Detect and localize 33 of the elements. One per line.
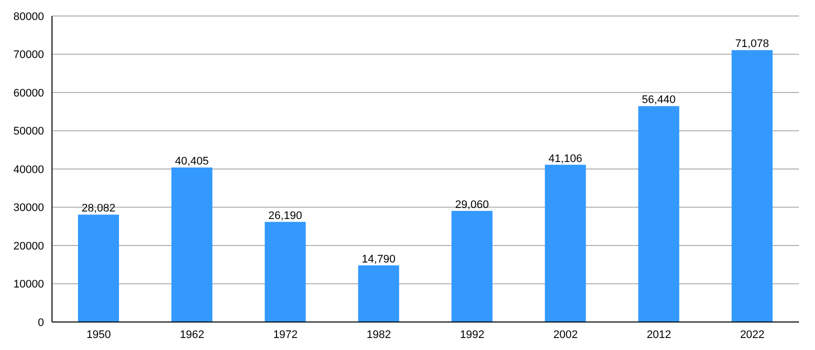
y-tick-label: 40000	[13, 164, 44, 176]
y-tick-label: 60000	[13, 87, 44, 100]
bar	[638, 106, 680, 322]
data-label: 29,060	[455, 198, 489, 211]
y-tick-label: 20000	[13, 240, 44, 252]
data-label: 28,082	[82, 202, 116, 215]
y-tick-label: 80000	[13, 10, 44, 23]
x-tick-label: 2002	[553, 328, 578, 341]
data-label: 41,106	[548, 152, 582, 165]
x-tick-label: 2022	[740, 328, 765, 341]
x-tick-label: 2012	[646, 328, 672, 341]
bar	[358, 265, 400, 322]
y-tick-label: 0	[38, 316, 44, 329]
y-tick-label: 10000	[13, 278, 44, 291]
y-tick-label: 50000	[13, 126, 44, 138]
bar	[264, 222, 306, 322]
x-tick-label: 1962	[180, 328, 204, 341]
bar	[78, 214, 119, 322]
data-label: 56,440	[642, 94, 676, 106]
data-label: 40,405	[175, 155, 209, 168]
data-label: 26,190	[268, 210, 302, 222]
bar	[452, 210, 492, 322]
x-tick-label: 1992	[460, 328, 484, 341]
x-tick-label: 1972	[273, 328, 298, 341]
x-tick-label: 1982	[366, 328, 392, 341]
y-tick-label: 30000	[13, 202, 44, 214]
x-tick-label: 1950	[86, 328, 111, 341]
data-label: 14,790	[362, 253, 396, 266]
data-label: 71,078	[735, 38, 769, 50]
bar	[732, 50, 773, 322]
y-tick-label: 70000	[13, 49, 44, 62]
bar	[171, 167, 212, 322]
bar	[544, 164, 586, 322]
